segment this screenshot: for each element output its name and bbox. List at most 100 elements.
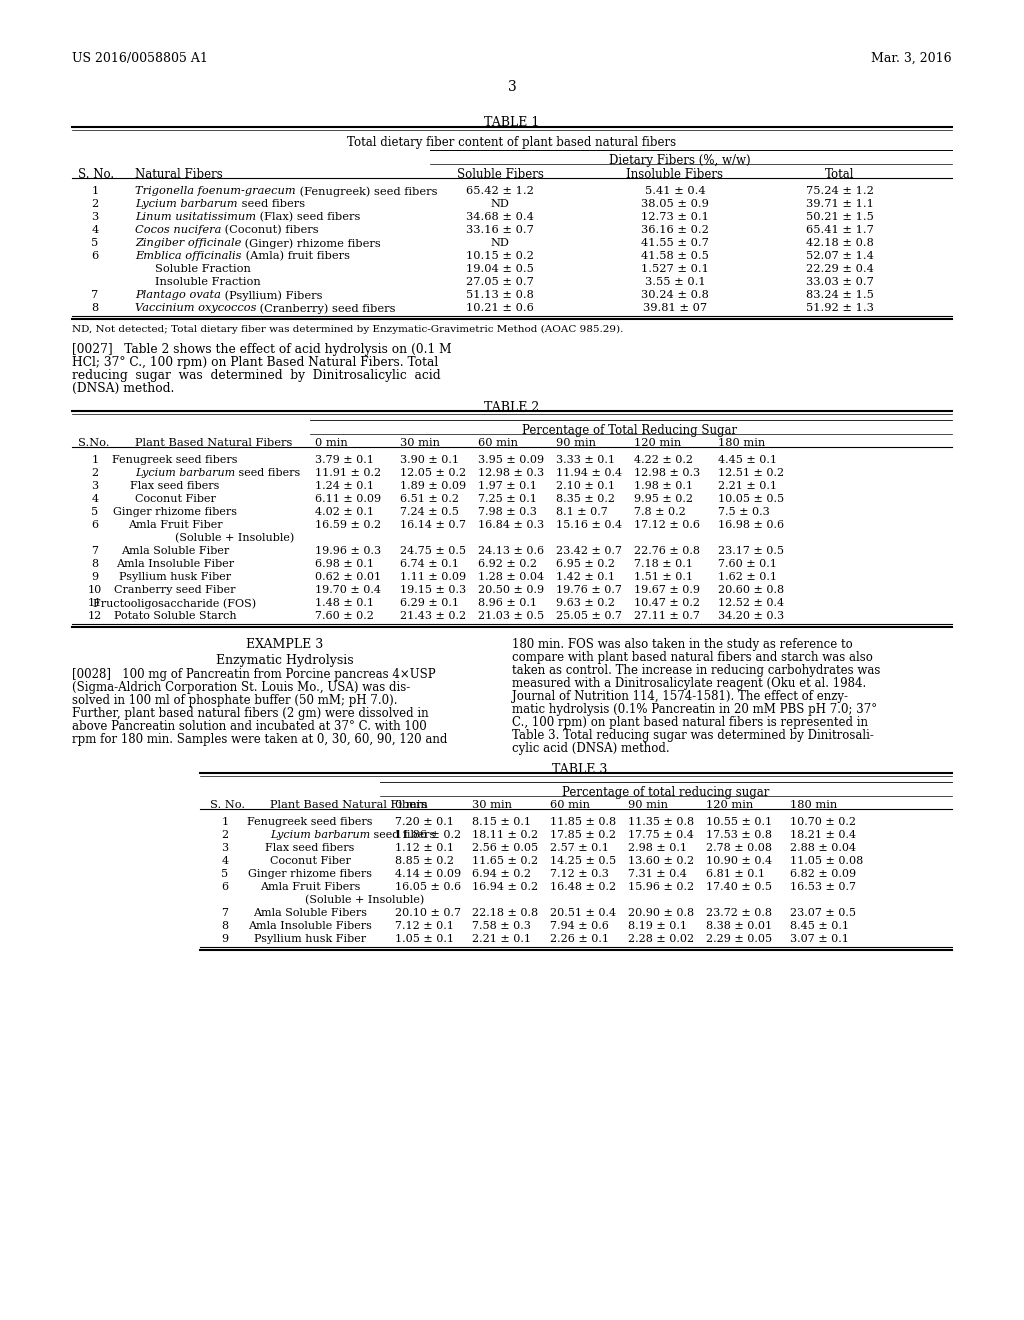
Text: Soluble Fibers: Soluble Fibers	[457, 168, 544, 181]
Text: (DNSA) method.: (DNSA) method.	[72, 381, 174, 395]
Text: 4: 4	[91, 494, 98, 504]
Text: 2.21 ± 0.1: 2.21 ± 0.1	[472, 935, 531, 944]
Text: 7: 7	[221, 908, 228, 917]
Text: 90 min: 90 min	[556, 438, 596, 447]
Text: 3.55 ± 0.1: 3.55 ± 0.1	[645, 277, 706, 286]
Text: Ginger rhizome fibers: Ginger rhizome fibers	[248, 869, 372, 879]
Text: 1.28 ± 0.04: 1.28 ± 0.04	[478, 572, 544, 582]
Text: 7.94 ± 0.6: 7.94 ± 0.6	[550, 921, 609, 931]
Text: 17.75 ± 0.4: 17.75 ± 0.4	[628, 830, 694, 840]
Text: [0028]   100 mg of Pancreatin from Porcine pancreas 4×USP: [0028] 100 mg of Pancreatin from Porcine…	[72, 668, 435, 681]
Text: Coconut Fiber: Coconut Fiber	[134, 494, 215, 504]
Text: 6.81 ± 0.1: 6.81 ± 0.1	[706, 869, 765, 879]
Text: Coconut Fiber: Coconut Fiber	[269, 855, 350, 866]
Text: TABLE 3: TABLE 3	[552, 763, 607, 776]
Text: Psyllium husk Fiber: Psyllium husk Fiber	[119, 572, 231, 582]
Text: 17.12 ± 0.6: 17.12 ± 0.6	[634, 520, 700, 531]
Text: Amla Insoluble Fibers: Amla Insoluble Fibers	[248, 921, 372, 931]
Text: 8.35 ± 0.2: 8.35 ± 0.2	[556, 494, 615, 504]
Text: 12.05 ± 0.2: 12.05 ± 0.2	[400, 469, 466, 478]
Text: 11.86 ± 0.2: 11.86 ± 0.2	[395, 830, 461, 840]
Text: Fructooligosaccharide (FOS): Fructooligosaccharide (FOS)	[93, 598, 257, 609]
Text: 1.97 ± 0.1: 1.97 ± 0.1	[478, 480, 537, 491]
Text: 19.67 ± 0.9: 19.67 ± 0.9	[634, 585, 700, 595]
Text: 19.76 ± 0.7: 19.76 ± 0.7	[556, 585, 622, 595]
Text: 10.05 ± 0.5: 10.05 ± 0.5	[718, 494, 784, 504]
Text: measured with a Dinitrosalicylate reagent (Oku et al. 1984.: measured with a Dinitrosalicylate reagen…	[512, 677, 866, 690]
Text: 30.24 ± 0.8: 30.24 ± 0.8	[641, 290, 709, 300]
Text: 15.16 ± 0.4: 15.16 ± 0.4	[556, 520, 623, 531]
Text: 3.79 ± 0.1: 3.79 ± 0.1	[315, 455, 374, 465]
Text: 2.26 ± 0.1: 2.26 ± 0.1	[550, 935, 609, 944]
Text: 2.98 ± 0.1: 2.98 ± 0.1	[628, 843, 687, 853]
Text: 2.57 ± 0.1: 2.57 ± 0.1	[550, 843, 609, 853]
Text: 6.95 ± 0.2: 6.95 ± 0.2	[556, 558, 615, 569]
Text: 1: 1	[91, 186, 98, 195]
Text: (Amla) fruit fibers: (Amla) fruit fibers	[242, 251, 349, 261]
Text: 180 min: 180 min	[718, 438, 765, 447]
Text: 17.40 ± 0.5: 17.40 ± 0.5	[706, 882, 772, 892]
Text: 20.50 ± 0.9: 20.50 ± 0.9	[478, 585, 544, 595]
Text: 180 min. FOS was also taken in the study as reference to: 180 min. FOS was also taken in the study…	[512, 638, 853, 651]
Text: Percentage of total reducing sugar: Percentage of total reducing sugar	[562, 785, 770, 799]
Text: 1.42 ± 0.1: 1.42 ± 0.1	[556, 572, 615, 582]
Text: 1.89 ± 0.09: 1.89 ± 0.09	[400, 480, 466, 491]
Text: 90 min: 90 min	[628, 800, 668, 810]
Text: 22.76 ± 0.8: 22.76 ± 0.8	[634, 546, 700, 556]
Text: 17.85 ± 0.2: 17.85 ± 0.2	[550, 830, 616, 840]
Text: 9: 9	[221, 935, 228, 944]
Text: 16.53 ± 0.7: 16.53 ± 0.7	[790, 882, 856, 892]
Text: (Fenugreek) seed fibers: (Fenugreek) seed fibers	[296, 186, 437, 197]
Text: 1: 1	[91, 455, 98, 465]
Text: 51.13 ± 0.8: 51.13 ± 0.8	[466, 290, 534, 300]
Text: Plantago ovata: Plantago ovata	[135, 290, 221, 300]
Text: 16.98 ± 0.6: 16.98 ± 0.6	[718, 520, 784, 531]
Text: 23.07 ± 0.5: 23.07 ± 0.5	[790, 908, 856, 917]
Text: 6.94 ± 0.2: 6.94 ± 0.2	[472, 869, 531, 879]
Text: 8.85 ± 0.2: 8.85 ± 0.2	[395, 855, 454, 866]
Text: 23.42 ± 0.7: 23.42 ± 0.7	[556, 546, 622, 556]
Text: 6: 6	[91, 520, 98, 531]
Text: seed fibers: seed fibers	[370, 830, 435, 840]
Text: ND: ND	[490, 238, 509, 248]
Text: ND: ND	[490, 199, 509, 209]
Text: 22.29 ± 0.4: 22.29 ± 0.4	[806, 264, 873, 275]
Text: 0 min: 0 min	[315, 438, 348, 447]
Text: compare with plant based natural fibers and starch was also: compare with plant based natural fibers …	[512, 651, 872, 664]
Text: 12.51 ± 0.2: 12.51 ± 0.2	[718, 469, 784, 478]
Text: 39.81 ± 07: 39.81 ± 07	[643, 304, 707, 313]
Text: (Cranberry) seed fibers: (Cranberry) seed fibers	[256, 304, 396, 314]
Text: 7.12 ± 0.3: 7.12 ± 0.3	[550, 869, 609, 879]
Text: 60 min: 60 min	[478, 438, 518, 447]
Text: (Psyllium) Fibers: (Psyllium) Fibers	[221, 290, 323, 301]
Text: Fenugreek seed fibers: Fenugreek seed fibers	[247, 817, 373, 828]
Text: taken as control. The increase in reducing carbohydrates was: taken as control. The increase in reduci…	[512, 664, 881, 677]
Text: 7.8 ± 0.2: 7.8 ± 0.2	[634, 507, 686, 517]
Text: 52.07 ± 1.4: 52.07 ± 1.4	[806, 251, 873, 261]
Text: rpm for 180 min. Samples were taken at 0, 30, 60, 90, 120 and: rpm for 180 min. Samples were taken at 0…	[72, 733, 447, 746]
Text: 6: 6	[91, 251, 98, 261]
Text: 2: 2	[91, 469, 98, 478]
Text: Flax seed fibers: Flax seed fibers	[265, 843, 354, 853]
Text: 8.15 ± 0.1: 8.15 ± 0.1	[472, 817, 531, 828]
Text: S. No.: S. No.	[210, 800, 245, 810]
Text: 9: 9	[91, 572, 98, 582]
Text: 2.56 ± 0.05: 2.56 ± 0.05	[472, 843, 539, 853]
Text: 6.92 ± 0.2: 6.92 ± 0.2	[478, 558, 537, 569]
Text: 7.24 ± 0.5: 7.24 ± 0.5	[400, 507, 459, 517]
Text: 38.05 ± 0.9: 38.05 ± 0.9	[641, 199, 709, 209]
Text: 6.82 ± 0.09: 6.82 ± 0.09	[790, 869, 856, 879]
Text: 1.12 ± 0.1: 1.12 ± 0.1	[395, 843, 454, 853]
Text: 22.18 ± 0.8: 22.18 ± 0.8	[472, 908, 539, 917]
Text: 41.55 ± 0.7: 41.55 ± 0.7	[641, 238, 709, 248]
Text: 3.95 ± 0.09: 3.95 ± 0.09	[478, 455, 544, 465]
Text: 1.51 ± 0.1: 1.51 ± 0.1	[634, 572, 693, 582]
Text: 11.35 ± 0.8: 11.35 ± 0.8	[628, 817, 694, 828]
Text: 16.59 ± 0.2: 16.59 ± 0.2	[315, 520, 381, 531]
Text: 6.98 ± 0.1: 6.98 ± 0.1	[315, 558, 374, 569]
Text: 7.5 ± 0.3: 7.5 ± 0.3	[718, 507, 770, 517]
Text: 13.60 ± 0.2: 13.60 ± 0.2	[628, 855, 694, 866]
Text: 2: 2	[221, 830, 228, 840]
Text: 16.14 ± 0.7: 16.14 ± 0.7	[400, 520, 466, 531]
Text: 16.48 ± 0.2: 16.48 ± 0.2	[550, 882, 616, 892]
